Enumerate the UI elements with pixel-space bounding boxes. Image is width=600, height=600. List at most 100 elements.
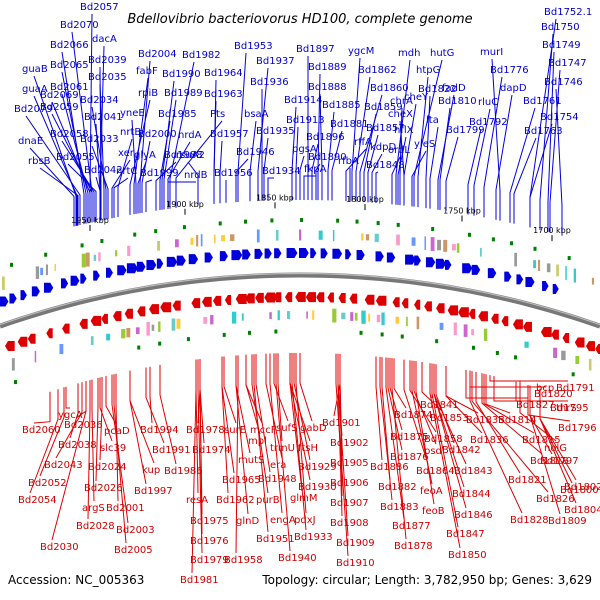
reverse-gene-arrow <box>255 292 264 303</box>
forward-gene-leader-line <box>483 76 503 218</box>
orf-marker <box>300 218 304 222</box>
forward-gene-label: dapD <box>500 83 527 94</box>
orf-marker <box>154 229 158 234</box>
reverse-gene-label: Bd1976 <box>190 536 229 547</box>
forward-gene-leader-line <box>137 161 147 214</box>
reverse-gene-leader-line <box>529 385 561 515</box>
forward-gene-leader-line <box>331 130 343 201</box>
forward-feature-band <box>230 234 235 241</box>
reverse-gene-arrow <box>79 318 88 329</box>
reverse-gene-label: resA <box>186 495 208 506</box>
forward-gene-arrow <box>504 271 512 282</box>
reverse-gene-label: pcaD <box>104 426 130 437</box>
forward-feature-band <box>591 277 594 285</box>
forward-gene-label: rpiB <box>138 88 158 99</box>
reverse-gene-label: Bd1933 <box>294 532 333 543</box>
forward-feature-band <box>361 233 364 241</box>
forward-feature-band <box>396 234 400 246</box>
reverse-feature-band <box>524 341 529 348</box>
forward-gene-label: dacA <box>92 34 117 45</box>
forward-gene-label: Bd1792 <box>469 117 508 128</box>
forward-gene-leader-line <box>139 60 151 214</box>
reverse-gene-label: Bd1910 <box>336 558 375 569</box>
forward-gene-leader-line <box>513 137 537 224</box>
reverse-gene-arrow <box>212 295 222 306</box>
forward-gene-label: Bd1848 <box>366 160 405 171</box>
forward-gene-label: Bd1988 <box>164 150 203 161</box>
reverse-gene-leader-line <box>255 354 271 473</box>
forward-gene-label: rsuA2 <box>176 150 205 161</box>
reverse-gene-leader-line <box>197 359 203 554</box>
forward-feature-band <box>276 229 279 241</box>
forward-gene-label: Bd2057 <box>80 2 119 13</box>
forward-gene-label: murI <box>480 47 503 58</box>
reverse-gene-leader-line <box>469 370 523 514</box>
reverse-gene-arrow <box>327 292 334 303</box>
reverse-gene-leader-line <box>95 378 99 482</box>
reverse-gene-leader-line <box>539 388 577 504</box>
forward-gene-leader-line <box>547 51 555 232</box>
forward-gene-label: Bd1946 <box>236 147 275 158</box>
forward-gene-label: Bd1890 <box>308 152 347 163</box>
reverse-gene-arrow <box>27 333 36 344</box>
orf-marker <box>270 218 274 223</box>
reverse-gene-label: Bd1841 <box>420 400 459 411</box>
reverse-gene-label: Bd1907 <box>330 498 369 509</box>
reverse-gene-leader-line <box>483 373 535 434</box>
forward-gene-arrow <box>425 257 436 268</box>
forward-gene-label: bsaA <box>244 109 269 120</box>
reverse-gene-label: Bd1835 <box>466 415 505 426</box>
reverse-gene-arrow <box>392 297 400 308</box>
reverse-gene-label: Bd1951 <box>256 534 295 545</box>
reverse-gene-arrow <box>540 327 552 338</box>
forward-gene-label: Bd2055 <box>56 152 95 163</box>
forward-gene-leader-line <box>235 158 249 203</box>
forward-gene-arrow <box>525 276 535 287</box>
forward-feature-band <box>424 236 426 250</box>
reverse-feature-band <box>312 310 315 320</box>
summary-text: Topology: circular; Length: 3,782,950 bp… <box>261 573 592 587</box>
forward-feature-band <box>437 239 441 251</box>
forward-gene-label: Bd2061 <box>50 82 89 93</box>
forward-gene-leader-line <box>91 145 109 219</box>
reverse-gene-label: Bd1901 <box>322 418 361 429</box>
reverse-gene-label: Bd1827 <box>516 400 555 411</box>
reverse-feature-band <box>203 317 208 324</box>
forward-gene-label: cheX <box>388 109 413 120</box>
forward-gene-leader-line <box>145 179 153 213</box>
orf-marker <box>248 330 252 335</box>
scale-tick-label: 1850 kbp <box>256 193 294 202</box>
forward-gene-label: pgsA <box>292 144 317 155</box>
reverse-gene-label: mutS <box>238 455 264 466</box>
reverse-gene-arrow <box>338 293 346 304</box>
orf-marker <box>491 237 495 242</box>
reverse-gene-leader-line <box>251 354 269 494</box>
forward-feature-band <box>54 264 56 271</box>
reverse-gene-leader-line <box>413 360 437 445</box>
orf-marker <box>376 221 380 226</box>
forward-gene-leader-line <box>163 99 177 210</box>
reverse-gene-label: Bd2060 <box>22 425 61 436</box>
reverse-gene-arrow <box>585 341 595 352</box>
reverse-gene-label: gabD <box>300 423 327 434</box>
forward-gene-leader-line <box>141 140 151 213</box>
reverse-gene-arrow <box>316 292 325 303</box>
forward-feature-band <box>115 250 118 257</box>
forward-gene-label: Bd2000 <box>138 129 177 140</box>
reverse-gene-arrow <box>285 292 293 303</box>
forward-gene-label: Bd1746 <box>544 77 583 88</box>
reverse-gene-arrow <box>401 298 409 309</box>
reverse-gene-leader-line <box>149 366 153 424</box>
reverse-feature-band <box>471 329 475 336</box>
forward-gene-leader-line <box>317 73 321 201</box>
forward-gene-label: nrtC <box>116 166 137 177</box>
forward-gene-label: Bd1990 <box>162 69 201 80</box>
forward-feature-band <box>332 230 335 242</box>
reverse-gene-arrow <box>364 294 375 305</box>
forward-feature-band <box>157 241 161 251</box>
orf-marker <box>186 337 190 342</box>
reverse-feature-band <box>341 312 346 320</box>
reverse-feature-band <box>395 316 400 324</box>
reverse-gene-leader-line <box>129 370 147 485</box>
reverse-gene-arrow <box>295 292 306 303</box>
